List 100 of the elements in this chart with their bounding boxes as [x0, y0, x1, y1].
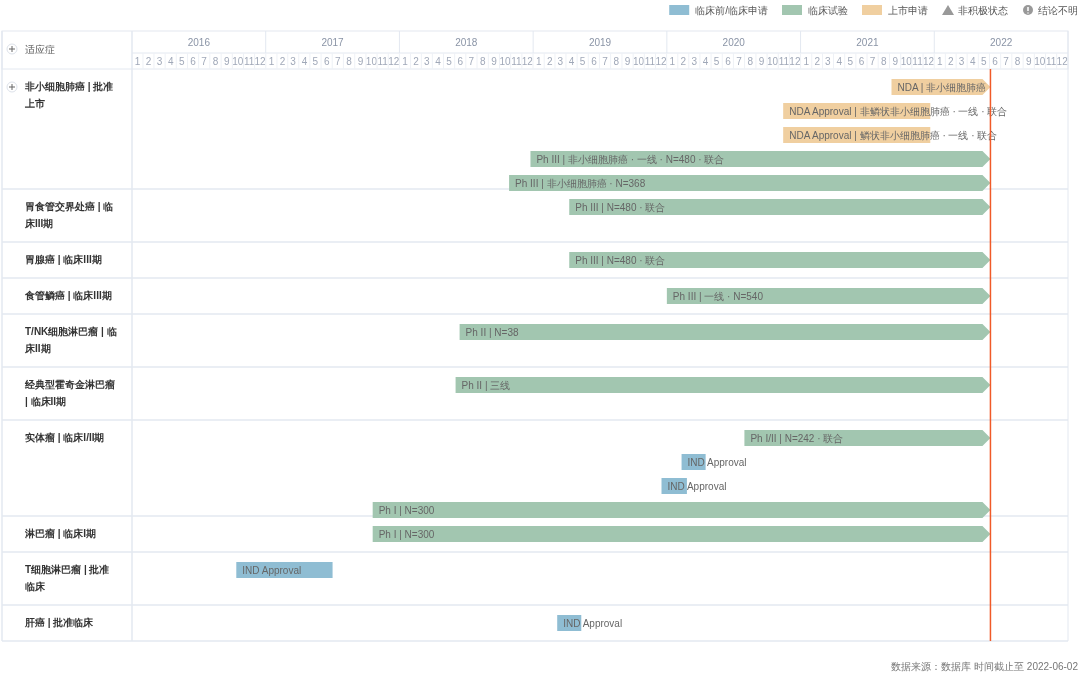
x2-tick-label: 1: [803, 56, 810, 67]
annotation: IND Approval: [687, 457, 747, 468]
x2-tick-label: 7: [334, 56, 341, 67]
x2-tick-label: 1: [402, 56, 409, 67]
y-tick-label: 实体瘤 | 临床I/II期: [25, 432, 105, 443]
x2-tick-label: 6: [457, 56, 464, 67]
x2-tick-label: 12: [521, 56, 534, 67]
x2-tick-label: 3: [423, 56, 430, 67]
x2-tick-label: 9: [357, 56, 364, 67]
x2-tick-label: 3: [557, 56, 564, 67]
x-tick-label: 2016: [187, 37, 211, 48]
x2-tick-label: 9: [624, 56, 631, 67]
annotation: Ph II | N=38: [465, 327, 519, 338]
annotation: Ph III | 一线 · N=540: [672, 291, 764, 302]
x2-tick-label: 4: [168, 56, 175, 67]
x2-tick-label: 5: [579, 56, 586, 67]
x2-tick-label: 5: [312, 56, 319, 67]
annotation: Ph III | 非小细胞肺癌 · 一线 · N=480 · 联合: [536, 154, 725, 165]
y-tick-label: 食管鳞癌 | 临床III期: [24, 290, 112, 301]
x2-tick-label: 7: [602, 56, 609, 67]
legend-label: 临床前/临床申请: [695, 5, 768, 16]
x2-tick-label: 10: [499, 56, 512, 67]
legend-label: 结论不明: [1038, 5, 1078, 16]
x2-tick-label: 1: [937, 56, 944, 67]
x2-tick-label: 11: [377, 56, 389, 67]
x-tick-label: 2022: [990, 37, 1013, 48]
x2-tick-label: 7: [1003, 56, 1010, 67]
x2-tick-label: 7: [869, 56, 876, 67]
x2-tick-label: 2: [546, 56, 553, 67]
y-tick-label: T细胞淋巴瘤 | 批准临床: [25, 564, 110, 592]
y-tick-label: 经典型霍奇金淋巴瘤 | 临床II期: [24, 379, 115, 407]
x2-tick-label: 4: [301, 56, 308, 67]
x2-tick-label: 9: [758, 56, 765, 67]
x2-tick-label: 2: [948, 56, 955, 67]
x2-tick-label: 6: [591, 56, 598, 67]
x2-tick-label: 12: [254, 56, 267, 67]
annotation: IND Approval: [242, 565, 302, 576]
y-tick-label: 淋巴瘤 | 临床I期: [24, 528, 97, 539]
x2-tick-label: 8: [881, 56, 888, 67]
x2-tick-label: 10: [633, 56, 645, 67]
x2-tick-label: 6: [323, 56, 330, 67]
x2-tick-label: 1: [134, 56, 141, 67]
x2-tick-label: 10: [767, 56, 779, 67]
x2-tick-label: 5: [981, 56, 988, 67]
x2-tick-label: 11: [511, 56, 522, 67]
x2-tick-label: 10: [365, 56, 378, 67]
y-tick-label: 胃腺癌 | 临床III期: [25, 254, 102, 265]
legend-label: 非积极状态: [958, 5, 1008, 16]
y-axis-title: 适应症: [25, 44, 55, 55]
x2-tick-label: 9: [224, 56, 231, 67]
x2-tick-label: 8: [613, 56, 620, 67]
x2-tick-label: 11: [778, 56, 790, 67]
x2-tick-label: 7: [468, 56, 475, 67]
x2-tick-label: 7: [201, 56, 208, 67]
annotation: IND Approval: [667, 481, 727, 492]
x2-tick-label: 6: [858, 56, 865, 67]
x-tick-label: 2018: [455, 37, 478, 48]
x2-tick-label: 11: [243, 56, 255, 67]
x2-tick-label: 5: [446, 56, 453, 67]
x2-tick-label: 3: [691, 56, 698, 67]
annotation: Ph III | 非小细胞肺癌 · N=368: [515, 178, 646, 189]
x2-tick-label: 10: [232, 56, 244, 67]
x2-tick-label: 8: [212, 56, 219, 67]
x-tick-label: 2019: [588, 37, 612, 48]
x2-tick-label: 8: [479, 56, 486, 67]
legend-label: 临床试验: [808, 5, 848, 16]
x2-tick-label: 5: [713, 56, 720, 67]
x2-tick-label: 11: [1045, 56, 1057, 67]
x2-tick-label: 1: [535, 56, 542, 67]
annotation: Ph I/II | N=242 · 联合: [750, 433, 844, 444]
x2-tick-label: 12: [388, 56, 400, 67]
x2-tick-label: 9: [1026, 56, 1033, 67]
x2-tick-label: 4: [702, 56, 709, 67]
x2-tick-label: 1: [268, 56, 275, 67]
x2-tick-label: 9: [892, 56, 899, 67]
x2-tick-label: 2: [413, 56, 420, 67]
annotation: Ph III | N=480 · 联合: [575, 202, 666, 213]
x2-tick-label: 12: [922, 56, 935, 67]
x2-tick-label: 8: [747, 56, 754, 67]
x2-tick-label: 6: [992, 56, 999, 67]
x2-tick-label: 4: [970, 56, 977, 67]
x2-tick-label: 12: [1056, 56, 1069, 67]
annotation: Ph II | 三线: [461, 380, 511, 391]
x2-tick-label: 2: [814, 56, 821, 67]
x2-tick-label: 12: [789, 56, 801, 67]
x2-tick-label: 2: [680, 56, 687, 67]
x2-tick-label: 5: [179, 56, 185, 67]
x-tick-label: 2021: [856, 37, 879, 48]
x-tick-label: 2020: [722, 37, 746, 48]
x2-tick-label: 8: [1014, 56, 1021, 67]
annotation: Ph I | N=300: [378, 505, 435, 516]
x2-tick-label: 4: [435, 56, 442, 67]
x2-tick-label: 4: [568, 56, 575, 67]
x2-tick-label: 11: [644, 56, 656, 67]
x2-tick-label: 3: [156, 56, 163, 67]
x2-tick-label: 10: [900, 56, 913, 67]
x2-tick-label: 3: [290, 56, 297, 67]
x2-tick-label: 6: [725, 56, 732, 67]
y-tick-label: T/NK细胞淋巴瘤 | 临床II期: [24, 326, 117, 354]
annotation: Ph III | N=480 · 联合: [575, 255, 666, 266]
